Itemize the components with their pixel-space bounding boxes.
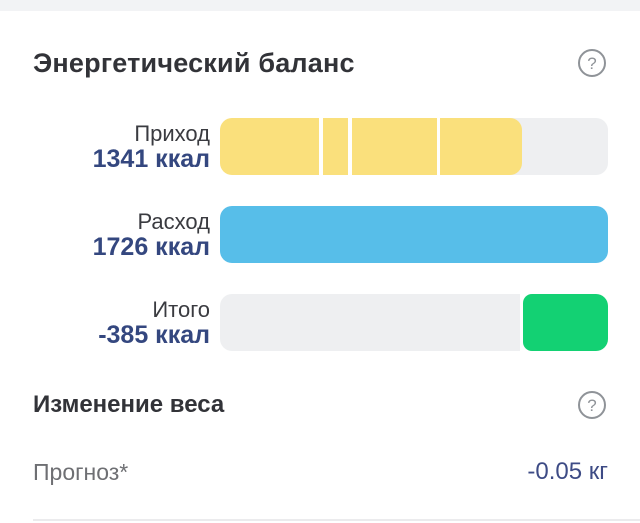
weight-change-section: Изменение веса ? Прогноз* -0.05 кг: [0, 390, 640, 486]
energy-balance-chart: Приход 1341 ккал Расход 1726 ккал: [0, 118, 640, 351]
row-label-income: Приход: [134, 120, 210, 146]
bar-segment-income-4: [439, 118, 522, 175]
bar-track-income: [220, 118, 608, 175]
bar-row-total: Итого -385 ккал: [0, 294, 640, 351]
weight-change-header: Изменение веса ?: [33, 390, 607, 420]
forecast-label: Прогноз*: [33, 458, 129, 485]
bar-labels-expense: Расход 1726 ккал: [0, 209, 220, 261]
svg-text:?: ?: [587, 396, 596, 415]
help-button-energy-balance[interactable]: ?: [577, 48, 607, 78]
energy-balance-section: Энергетический баланс ? Приход 1341 ккал: [0, 46, 640, 351]
energy-balance-header: Энергетический баланс ?: [33, 46, 607, 80]
bar-segment-deficit: [522, 294, 608, 351]
svg-text:?: ?: [587, 54, 596, 73]
top-divider-strip: [0, 0, 640, 11]
bar-track-total: [220, 294, 608, 351]
row-label-expense: Расход: [137, 208, 210, 234]
bar-track-expense: [220, 206, 608, 263]
bar-segment-income-3: [351, 118, 437, 175]
bar-segment-income-1: [220, 118, 319, 175]
forecast-row: Прогноз* -0.05 кг: [33, 458, 608, 486]
row-label-total: Итого: [152, 296, 210, 322]
bar-labels-income: Приход 1341 ккал: [0, 121, 220, 173]
bar-track-filled-gray: [220, 294, 520, 351]
row-value-total: -385 ккал: [98, 320, 210, 349]
row-value-expense: 1726 ккал: [92, 232, 210, 261]
help-button-weight-change[interactable]: ?: [577, 390, 607, 420]
page-title: Энергетический баланс: [33, 48, 355, 78]
row-value-income: 1341 ккал: [92, 144, 210, 173]
section-title-weight-change: Изменение веса: [33, 391, 225, 418]
question-mark-icon: ?: [578, 391, 606, 419]
bar-row-expense: Расход 1726 ккал: [0, 206, 640, 263]
forecast-value: -0.05 кг: [527, 458, 608, 485]
question-mark-icon: ?: [578, 49, 606, 77]
bottom-divider: [33, 519, 640, 521]
bar-segment-income-2: [322, 118, 349, 175]
bar-segment-expense: [220, 206, 608, 263]
bar-row-income: Приход 1341 ккал: [0, 118, 640, 175]
bar-labels-total: Итого -385 ккал: [0, 297, 220, 349]
bar-track-remainder: [511, 118, 608, 175]
